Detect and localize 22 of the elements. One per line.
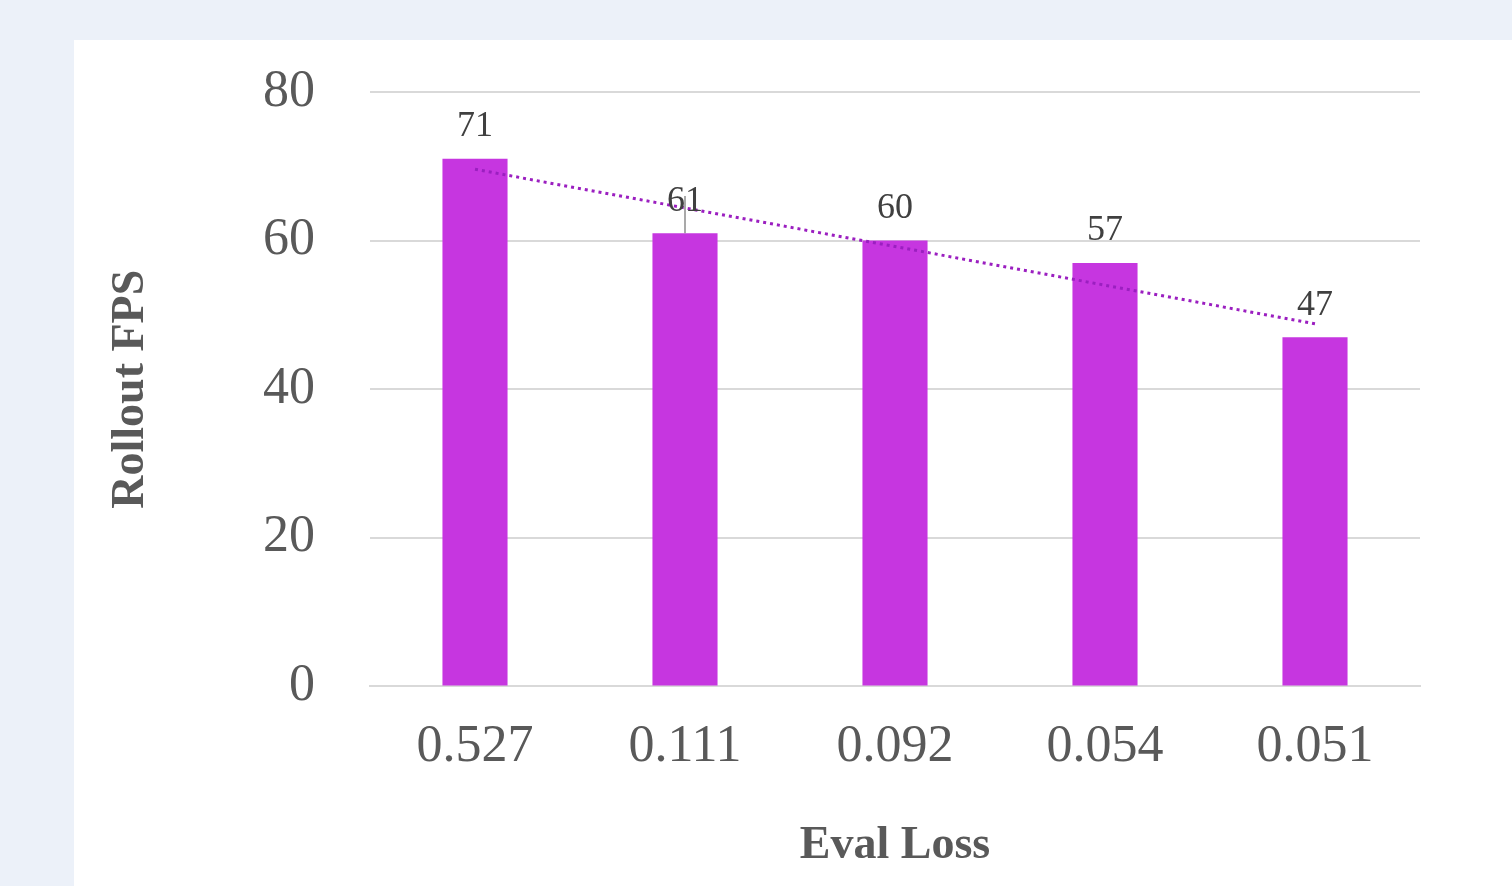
- y-tick-label: 60: [263, 208, 315, 266]
- data-label: 47: [1297, 282, 1333, 323]
- x-axis-title: Eval Loss: [799, 817, 991, 869]
- data-label: 61: [667, 178, 703, 219]
- y-tick-label: 20: [263, 505, 315, 563]
- y-tick-label: 40: [263, 356, 315, 414]
- bar: [442, 158, 508, 686]
- bar: [1282, 337, 1348, 686]
- bar: [652, 233, 718, 686]
- data-label: 57: [1087, 208, 1123, 249]
- x-tick-label: 0.527: [416, 715, 534, 773]
- y-axis-title: Rollout FPS: [102, 269, 154, 509]
- y-tick-label: 0: [289, 654, 315, 712]
- bar: [1072, 262, 1138, 686]
- data-label: 71: [457, 104, 493, 145]
- x-tick-label: 0.054: [1046, 715, 1164, 773]
- y-tick-label: 80: [263, 59, 315, 117]
- x-tick-label: 0.111: [628, 715, 742, 773]
- x-tick-label: 0.051: [1256, 715, 1374, 773]
- bar: [862, 240, 928, 686]
- data-label: 60: [877, 186, 913, 227]
- x-tick-label: 0.092: [836, 715, 954, 773]
